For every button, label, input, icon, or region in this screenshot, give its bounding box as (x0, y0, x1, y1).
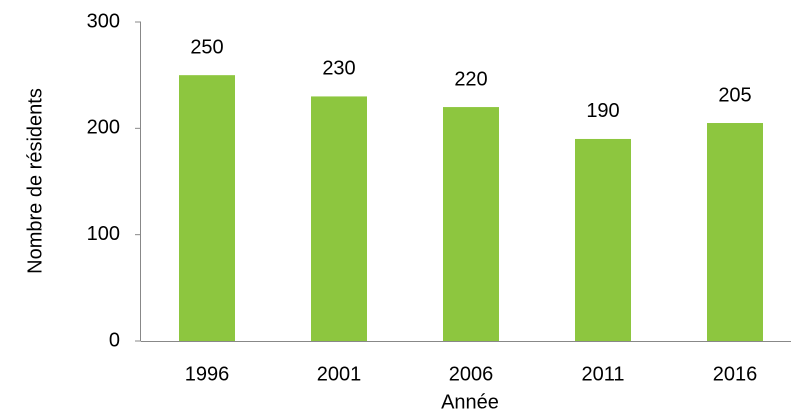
bar (575, 138, 631, 341)
data-label: 220 (454, 68, 487, 90)
data-label: 250 (190, 36, 223, 58)
data-label: 230 (322, 58, 355, 80)
y-tick-label: 0 (109, 329, 120, 351)
bar (311, 96, 367, 341)
bar (443, 107, 499, 341)
bar (707, 123, 763, 342)
x-tick-label: 2011 (581, 363, 624, 385)
x-axis-label: Année (441, 391, 499, 413)
y-tick-label: 100 (87, 223, 120, 245)
y-axis-label: Nombre de résidents (24, 88, 46, 274)
bar (179, 75, 235, 342)
x-tick-label: 2006 (449, 363, 494, 385)
data-label: 205 (718, 84, 751, 106)
data-label: 190 (586, 100, 619, 122)
x-tick-label: 1996 (185, 363, 230, 385)
y-tick-label: 200 (87, 117, 120, 139)
x-tick-label: 2001 (317, 363, 362, 385)
y-tick-label: 300 (87, 10, 120, 32)
x-tick-label: 2016 (713, 363, 758, 385)
